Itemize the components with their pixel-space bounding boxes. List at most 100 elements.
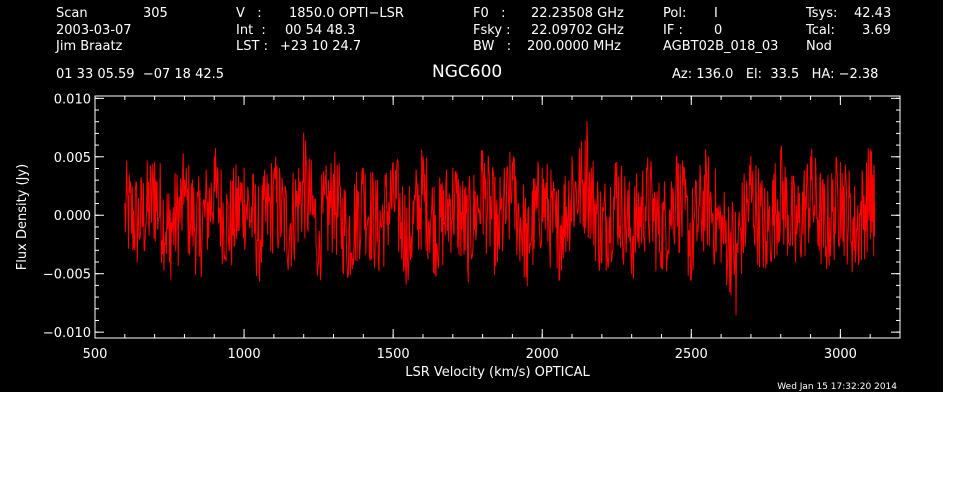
spectrum-peak-point — [750, 156, 752, 158]
spectrum-peak-point — [690, 278, 692, 281]
lst-value: +23 10 24.7 — [280, 39, 362, 54]
tcal-value: 3.69 — [862, 23, 891, 38]
y-tick-label: −0.010 — [43, 326, 91, 341]
spectrum-peak-point — [243, 167, 245, 170]
spectrum-peak-point — [586, 121, 588, 123]
source-name: NGC600 — [432, 62, 503, 82]
spectrum-peak-point — [392, 162, 394, 164]
lst-label: LST : — [236, 39, 268, 54]
x-tick-label: 1000 — [228, 347, 261, 362]
spectrum-peak-point — [616, 162, 618, 164]
bw-label: BW : — [473, 39, 512, 54]
x-tick-label: 2500 — [675, 347, 708, 362]
spectrum-peak-point — [154, 162, 156, 164]
spectrum-peak-point — [660, 267, 663, 269]
tsys-value: 42.43 — [854, 6, 892, 21]
spectrum-peak-point — [139, 238, 141, 240]
y-tick-label: 0.005 — [54, 151, 91, 166]
x-tick-label: 2000 — [526, 347, 559, 362]
spectrum-peak-point — [273, 173, 275, 175]
spectrum-peak-point — [362, 167, 364, 170]
spectrum-peak-point — [526, 284, 528, 286]
az-el-ha: Az: 136.0 El: 33.5 HA: −2.38 — [672, 67, 879, 82]
plot-frame — [94, 95, 901, 339]
spectrum-peak-point — [258, 267, 260, 269]
y-tick-label: 0.010 — [54, 92, 91, 107]
spectrum-peak-point — [481, 150, 484, 152]
f0-value: 22.23508 GHz — [531, 6, 624, 21]
pol-label: Pol: — [663, 6, 687, 21]
scan-label: Scan — [56, 6, 88, 21]
spectrum-peak-point — [437, 261, 439, 263]
y-tick-label: 0.000 — [54, 209, 91, 224]
spectrum-peak-point — [407, 278, 409, 281]
spectrum-peak-point — [452, 167, 454, 170]
spectrum-peak-point — [422, 156, 424, 158]
spectrum-peak-point — [288, 249, 290, 251]
spectrum-peak-point — [601, 261, 603, 263]
spectrum-series — [124, 121, 876, 316]
spectrum-peak-point — [541, 167, 543, 170]
spectrum-peak-point — [303, 132, 305, 135]
session-id: AGBT02B_018_03 — [663, 39, 779, 54]
int-value: 00 54 48.3 — [285, 23, 356, 38]
tsys-label: Tsys: — [806, 6, 838, 21]
spectrum-peak-point — [168, 261, 171, 263]
f0-label: F0 : — [473, 6, 506, 21]
y-axis-label: Flux Density (Jy) — [15, 164, 30, 270]
spectrum-peak-point — [675, 156, 677, 158]
major-ticks — [94, 96, 900, 338]
spectrum-peak-point — [839, 162, 841, 164]
spectrum-peak-point — [511, 162, 514, 164]
spectrum-peak-point — [809, 156, 812, 158]
spectrum-peak-point — [571, 156, 573, 158]
obs-date: 2003-03-07 — [56, 23, 132, 38]
spectrum-peak-point — [874, 202, 876, 205]
spectrum-peak-point — [705, 162, 707, 164]
spectrum-line — [124, 121, 876, 315]
spectrum-peak-point — [645, 167, 648, 170]
if-value: 0 — [714, 23, 723, 38]
bw-value: 200.0000 MHz — [527, 39, 621, 54]
spectrum-peak-point — [198, 255, 200, 257]
v-label: V : — [236, 6, 262, 21]
spectrum-peak-point — [869, 150, 871, 152]
spectrum-peak-point — [347, 273, 350, 275]
spectrum-peak-point — [780, 150, 782, 152]
spectrum-peak-point — [765, 267, 767, 269]
if-label: IF : — [663, 23, 683, 38]
nod-label: Nod — [806, 39, 832, 54]
spectrum-peak-point — [631, 273, 633, 275]
spectrum-chart: 500 1000 1500 2000 2500 3000 −0.010 −0.005 0.000… — [15, 92, 901, 392]
tcal-label: Tcal: — [806, 23, 835, 38]
tick-labels: 500 1000 1500 2000 2500 3000 −0.010 −0.005 0.000… — [43, 92, 857, 362]
observer-name: Jim Braatz — [56, 39, 123, 54]
v-value: 1850.0 OPTI−LSR — [289, 6, 404, 21]
spectrum-peak-point — [318, 261, 320, 263]
spectrum-peak-point — [228, 249, 230, 251]
spectrum-peak-point — [795, 261, 797, 263]
spectrum-peak-point — [467, 267, 469, 269]
spectrum-peak-point — [377, 255, 379, 257]
pol-value: I — [714, 6, 718, 21]
spectrum-peak-point — [332, 173, 335, 175]
x-tick-label: 500 — [83, 347, 108, 362]
source-coords: 01 33 05.59 −07 18 42.5 — [56, 67, 225, 82]
fsky-value: 22.09702 GHz — [531, 23, 624, 38]
y-tick-label: −0.005 — [43, 268, 91, 283]
spectrum-peak-point — [720, 261, 722, 263]
fsky-label: Fsky : — [473, 23, 511, 38]
x-axis-label: LSR Velocity (km/s) OPTICAL — [405, 365, 590, 380]
footer-timestamp: Wed Jan 15 17:32:20 2014 — [777, 382, 897, 392]
int-label: Int : — [236, 23, 266, 38]
spectrum-peak-point — [496, 261, 499, 263]
scan-value: 305 — [143, 6, 168, 21]
spectrum-peak-point — [124, 202, 126, 205]
spectrum-peak-point — [735, 314, 737, 316]
spectrum-peak-point — [854, 261, 856, 263]
spectrum-peak-point — [213, 156, 215, 158]
spectrum-peak-point — [824, 255, 827, 257]
x-tick-label: 3000 — [824, 347, 857, 362]
spectrum-peak-point — [183, 179, 186, 181]
x-tick-label: 1500 — [377, 347, 410, 362]
